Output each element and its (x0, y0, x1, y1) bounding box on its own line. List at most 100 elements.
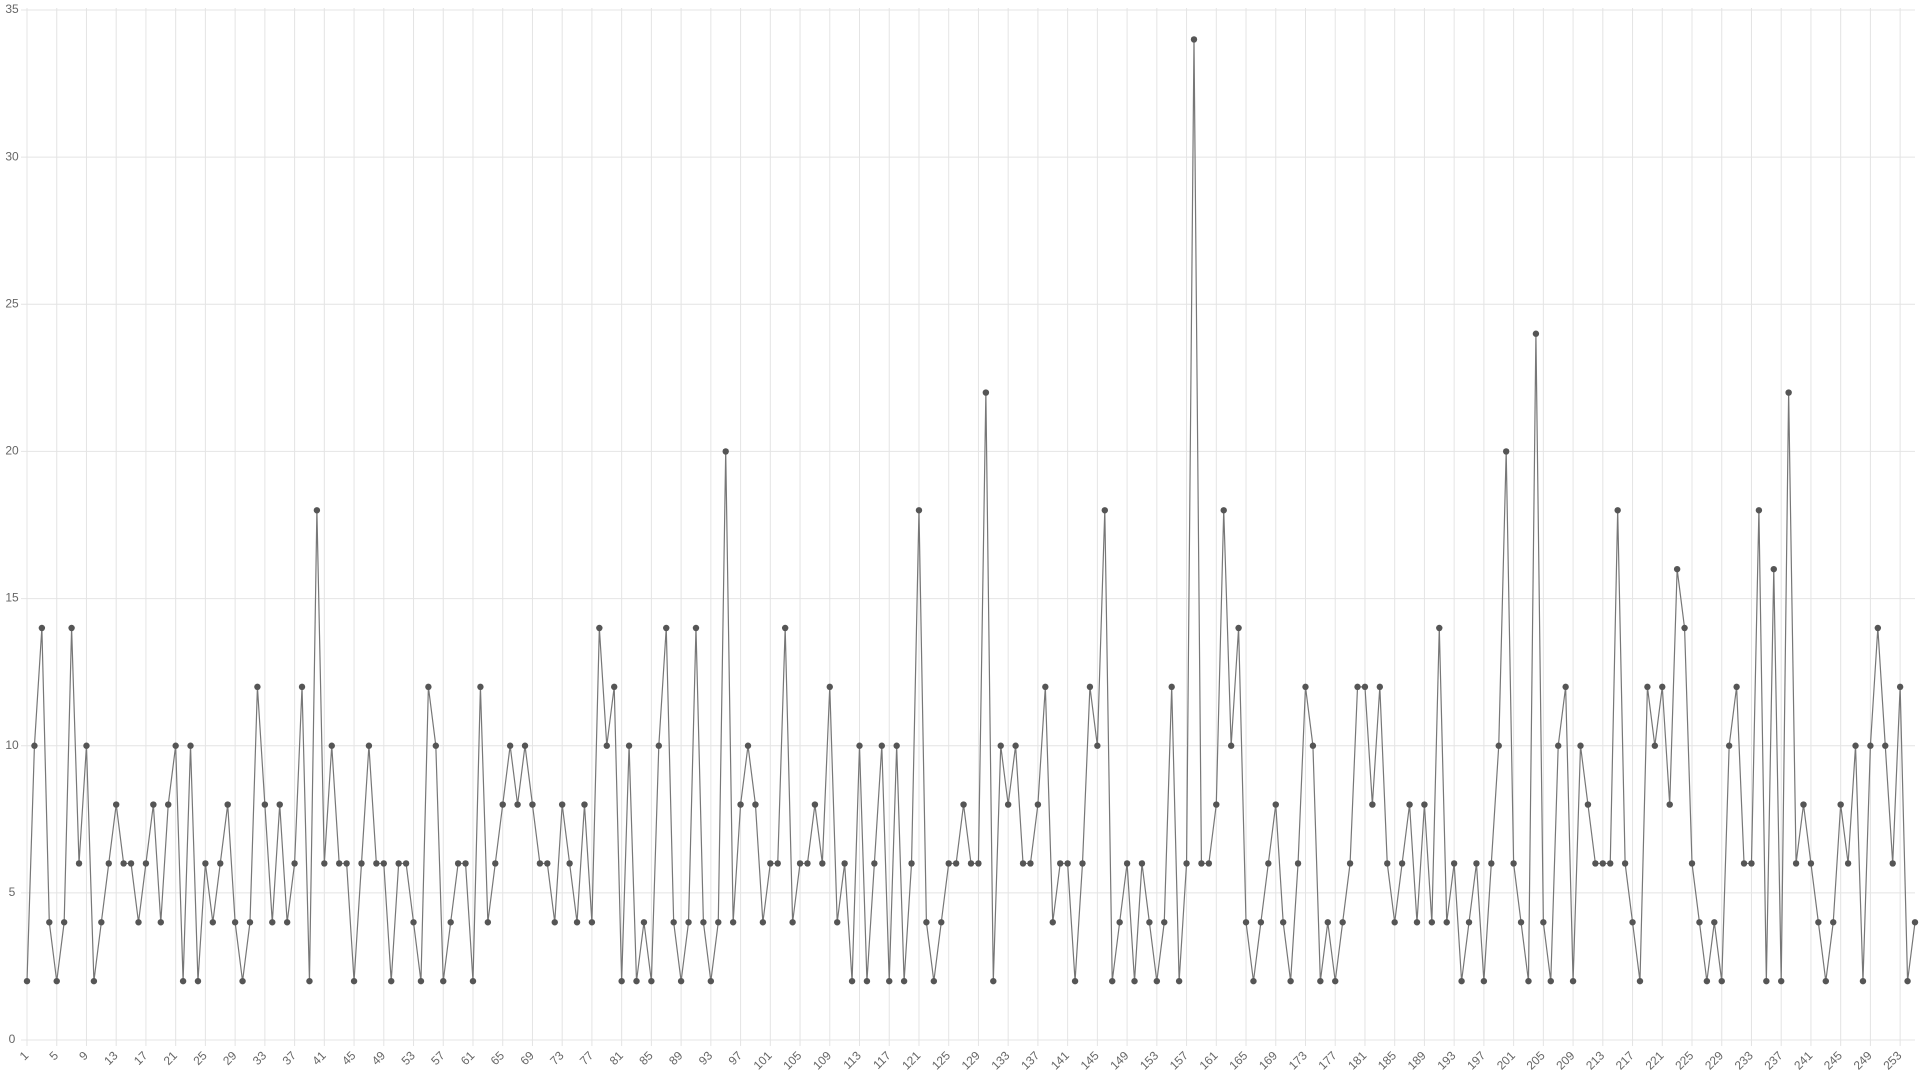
data-point (417, 977, 425, 985)
data-point (477, 683, 484, 691)
data-point (1064, 860, 1071, 867)
data-point (871, 860, 878, 867)
data-point (1168, 683, 1175, 691)
data-point (715, 919, 722, 926)
data-point (1398, 860, 1406, 867)
data-point (1094, 742, 1101, 749)
x-tick-label: 97 (726, 1048, 746, 1068)
data-point (1071, 977, 1079, 985)
data-point (1807, 860, 1815, 867)
data-point (425, 683, 432, 691)
data-point (997, 742, 1004, 749)
data-point (975, 860, 982, 867)
data-point (752, 801, 759, 808)
data-point (231, 919, 239, 926)
x-tick-label: 169 (1256, 1048, 1280, 1072)
data-point (1651, 742, 1659, 749)
data-point (1673, 565, 1681, 573)
data-point (759, 919, 767, 926)
data-point (1265, 860, 1272, 867)
x-tick-label: 13 (101, 1048, 121, 1068)
data-point (1852, 742, 1859, 749)
data-point (1488, 860, 1495, 867)
data-point (179, 977, 187, 985)
data-point (1250, 977, 1257, 985)
data-point (1874, 624, 1882, 632)
data-point (1882, 742, 1889, 749)
data-point (321, 860, 328, 867)
data-point (1569, 977, 1577, 985)
x-tick-label: 225 (1672, 1048, 1696, 1072)
data-point (1666, 801, 1673, 808)
x-tick-label: 165 (1226, 1048, 1250, 1072)
data-point (1279, 919, 1287, 926)
data-point (789, 919, 796, 926)
data-point (269, 919, 276, 926)
data-point (1755, 507, 1763, 514)
data-point (1607, 860, 1614, 867)
data-point (1079, 860, 1086, 867)
data-point (1792, 860, 1800, 867)
data-point (1332, 977, 1339, 985)
data-point (1800, 801, 1807, 808)
data-point (1502, 448, 1510, 455)
data-point (343, 860, 350, 867)
x-tick-label: 137 (1018, 1048, 1042, 1072)
data-point (1153, 977, 1161, 985)
data-point (1354, 683, 1361, 691)
data-point (893, 742, 900, 749)
data-point (1867, 742, 1874, 749)
data-point (1562, 683, 1569, 691)
data-point (707, 977, 715, 985)
data-point (1309, 742, 1317, 749)
data-point (1555, 742, 1562, 749)
data-point (863, 977, 871, 985)
data-point (1510, 860, 1517, 867)
x-tick-label: 29 (220, 1048, 240, 1068)
x-tick-label: 153 (1137, 1048, 1161, 1072)
data-point (596, 624, 603, 632)
data-point (469, 977, 477, 985)
data-point (239, 977, 246, 985)
data-point (677, 977, 685, 985)
data-point (1183, 860, 1190, 867)
data-point (1027, 860, 1034, 867)
x-tick-label: 177 (1316, 1048, 1340, 1072)
data-point (774, 860, 781, 867)
data-point (1681, 624, 1688, 632)
x-tick-label: 229 (1702, 1048, 1726, 1072)
data-point (1532, 330, 1540, 337)
data-point (1131, 977, 1138, 985)
data-point (1123, 860, 1131, 867)
data-point (982, 389, 990, 396)
data-point (1086, 683, 1094, 691)
data-point (1421, 801, 1428, 808)
x-tick-label: 233 (1732, 1048, 1756, 1072)
data-point (908, 860, 915, 867)
data-point (826, 683, 833, 691)
data-point (1577, 742, 1584, 749)
data-point (276, 801, 283, 808)
x-tick-label: 73 (547, 1048, 567, 1068)
x-tick-label: 17 (131, 1048, 151, 1068)
data-point (395, 860, 402, 867)
data-point (1547, 977, 1554, 985)
data-point (150, 801, 157, 808)
x-tick-label: 249 (1851, 1048, 1875, 1072)
x-tick-label: 201 (1494, 1048, 1518, 1072)
data-point (1495, 742, 1502, 749)
data-point (492, 860, 499, 867)
data-point (700, 919, 707, 926)
x-tick-label: 81 (607, 1048, 627, 1068)
data-point (1109, 977, 1116, 985)
data-point (945, 860, 952, 867)
data-point (1205, 860, 1213, 867)
x-tick-label: 109 (810, 1048, 834, 1072)
data-point (856, 742, 863, 749)
x-tick-label: 49 (369, 1048, 389, 1068)
x-tick-label: 89 (666, 1048, 686, 1068)
data-point (335, 860, 343, 867)
x-tick-label: 213 (1583, 1048, 1607, 1072)
x-tick-label: 33 (250, 1048, 270, 1068)
x-tick-label: 117 (870, 1048, 894, 1072)
